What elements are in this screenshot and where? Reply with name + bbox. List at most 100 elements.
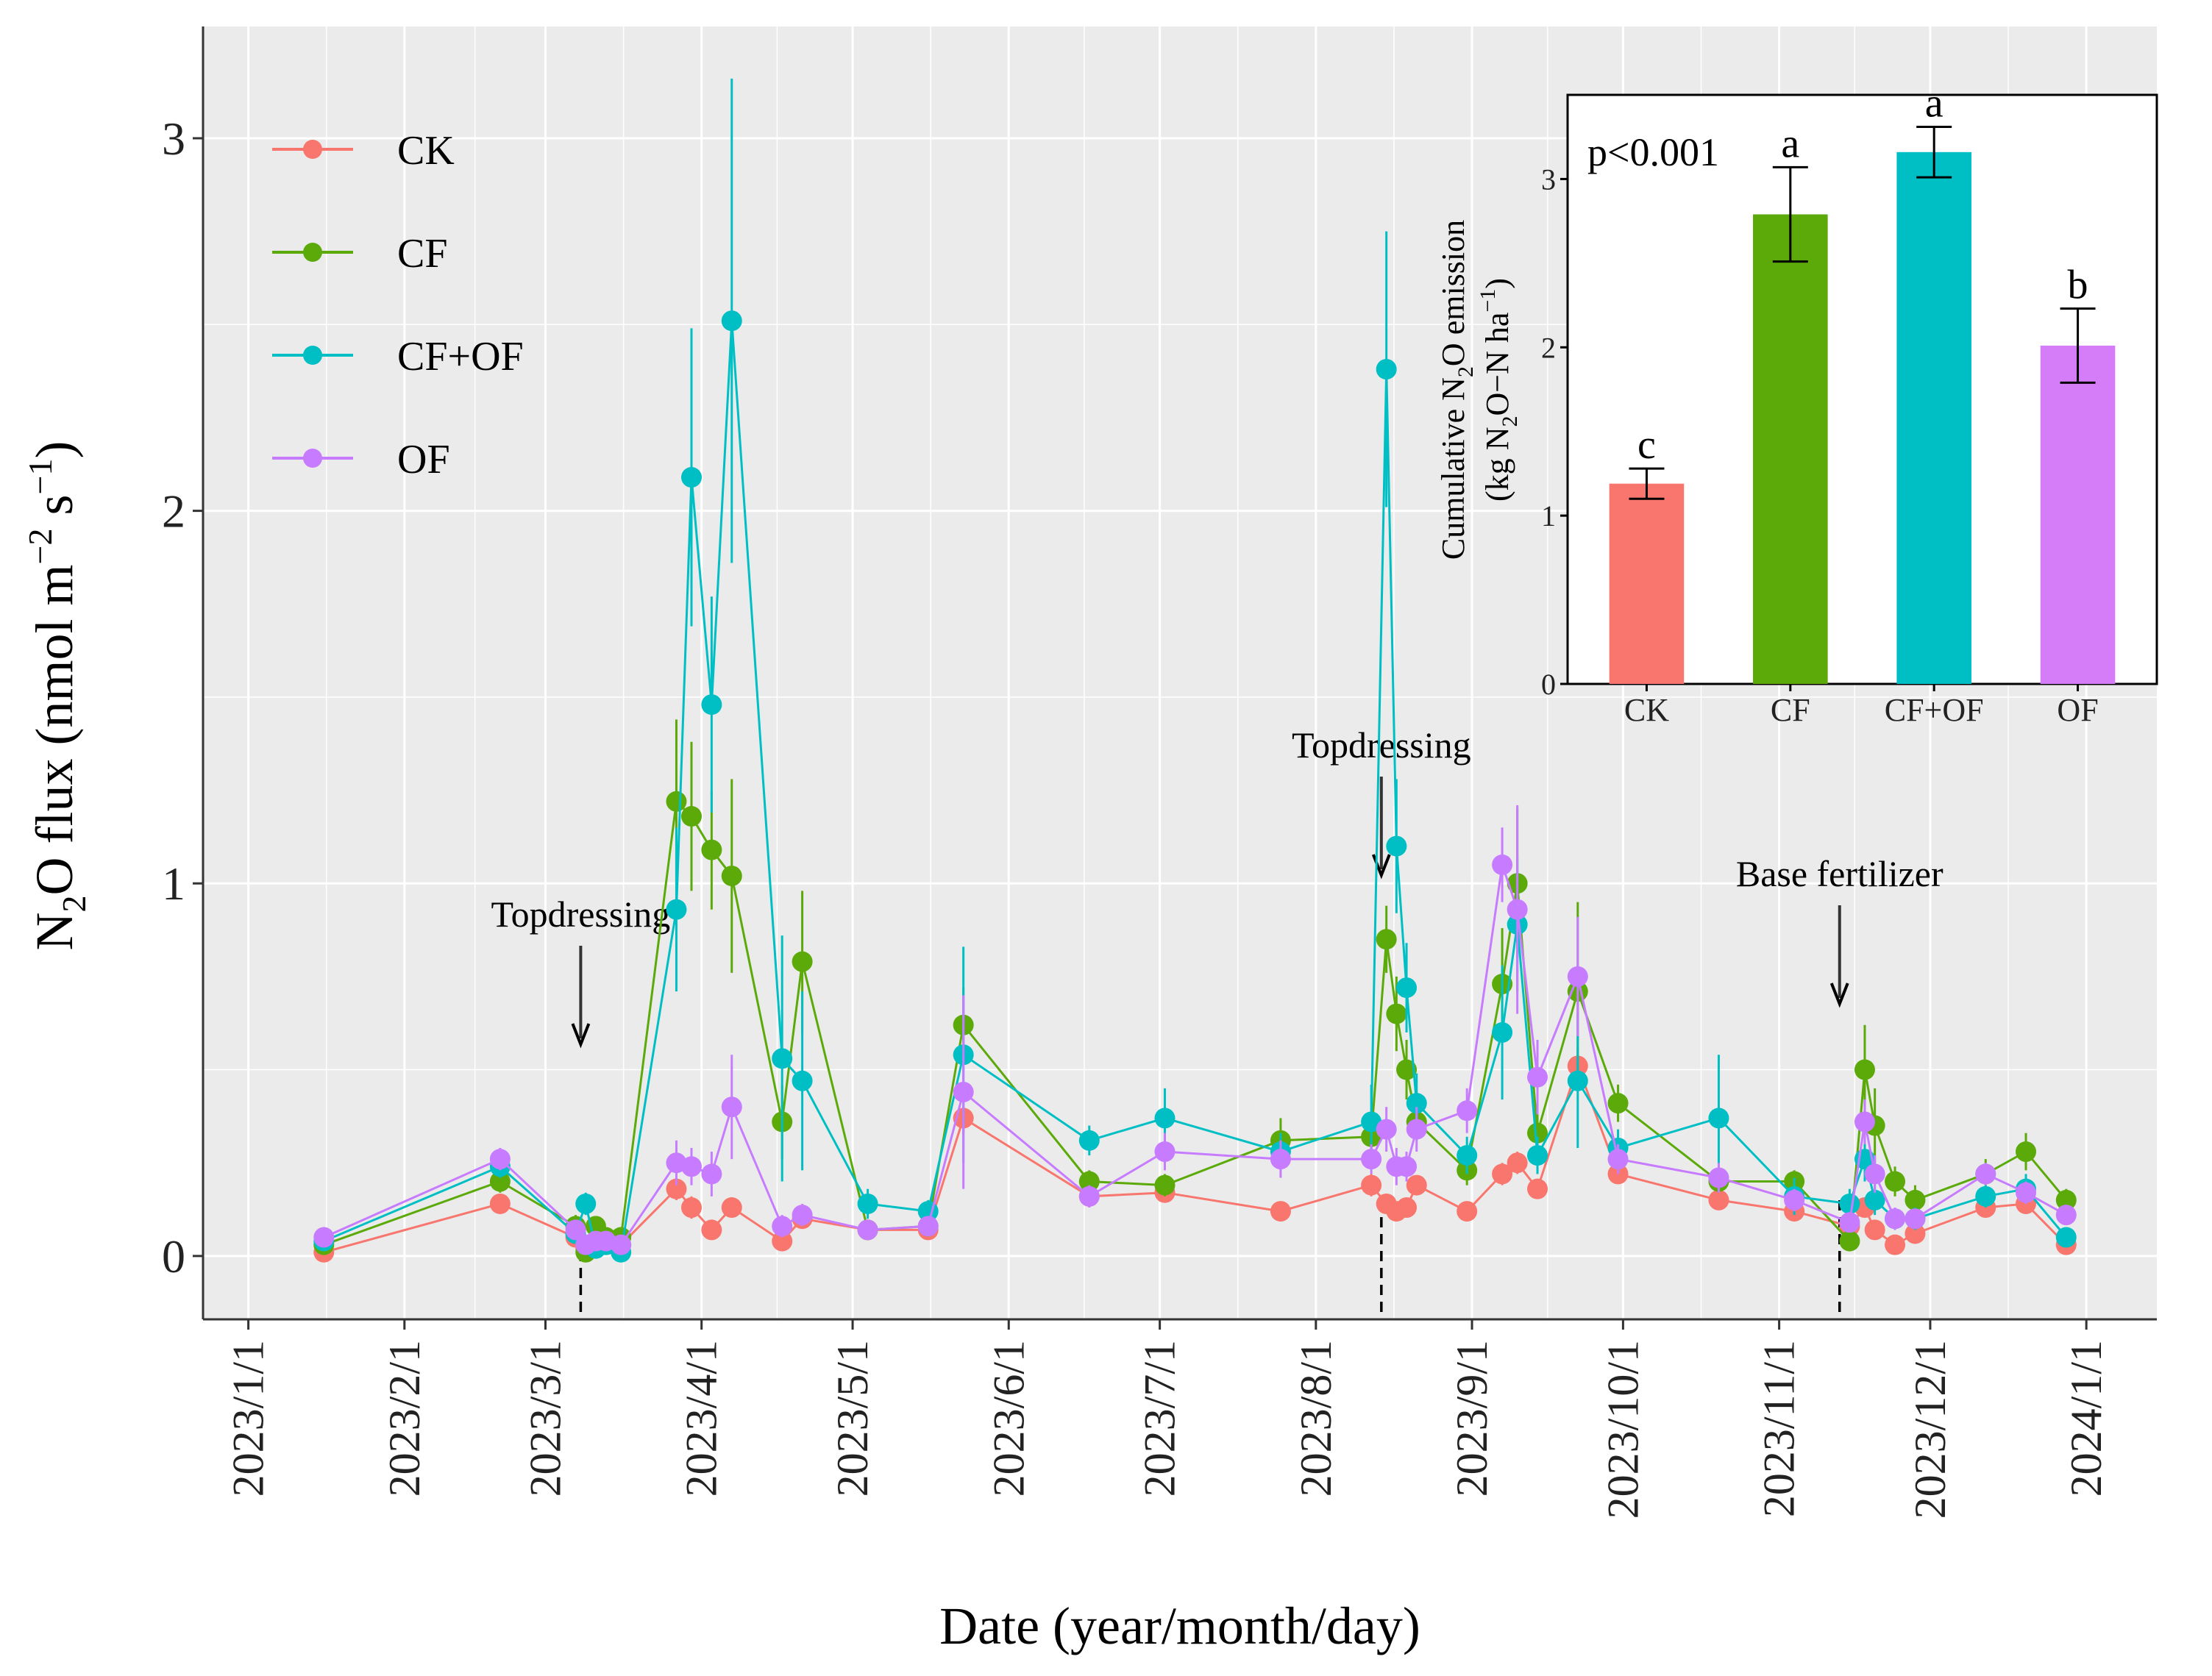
y-tick-label: 3	[162, 113, 185, 165]
data-point	[1492, 854, 1513, 875]
inset-bar-layer: c a a b	[1609, 80, 2116, 685]
inset-y-tick-label: 0	[1541, 668, 1556, 701]
inset-bar-CK: c	[1609, 422, 1685, 684]
data-point	[1396, 1059, 1418, 1080]
x-tick-label: 2023/2/1	[380, 1340, 429, 1497]
legend-label: CF	[397, 231, 448, 277]
x-tick-label: 2023/7/1	[1136, 1340, 1184, 1497]
legend-item-CF+OF: CF+OF	[272, 334, 524, 379]
annotation-label: Topdressing	[1292, 724, 1471, 766]
data-point	[1905, 1189, 1926, 1210]
data-point	[1839, 1212, 1860, 1233]
data-point	[1270, 1149, 1291, 1170]
annotation-0: Topdressing	[491, 894, 671, 1319]
legend-marker	[303, 449, 322, 468]
data-point	[1607, 1093, 1629, 1114]
data-point	[1154, 1108, 1176, 1129]
series-OF	[313, 805, 2077, 1255]
data-point	[666, 899, 687, 920]
data-point	[1376, 929, 1397, 950]
data-point	[1078, 1185, 1100, 1207]
data-point	[1708, 1189, 1729, 1210]
data-point	[1567, 966, 1588, 987]
bar	[1753, 214, 1828, 684]
data-point	[611, 1234, 632, 1255]
inset-x-tick-label: OF	[2057, 692, 2098, 728]
data-point	[1708, 1108, 1729, 1129]
inset-p-value: p<0.001	[1587, 130, 1719, 174]
inset-y-axis-title-line1: Cumulative N2O emission	[1435, 220, 1478, 560]
data-point	[2055, 1189, 2077, 1210]
data-point	[1975, 1185, 1996, 1207]
data-point	[681, 1156, 702, 1177]
legend-label: OF	[397, 437, 450, 482]
data-point	[721, 1197, 742, 1219]
data-point	[772, 1048, 793, 1069]
data-point	[1376, 1119, 1397, 1140]
data-point	[2016, 1182, 2037, 1203]
data-point	[1154, 1174, 1176, 1196]
data-point	[721, 310, 742, 332]
main-axes: 0 1 2 3 2023/1/1 2023/2/1 2023/3/1 2023/4/1 2023…	[162, 113, 2110, 1519]
x-tick-label: 2023/5/1	[828, 1340, 877, 1497]
data-point	[857, 1219, 878, 1241]
data-point	[1507, 899, 1528, 920]
legend-marker	[303, 243, 322, 262]
y-tick-label: 1	[162, 857, 185, 910]
data-point	[1567, 1070, 1588, 1091]
data-point	[1864, 1219, 1885, 1241]
data-point	[2055, 1205, 2077, 1226]
data-point	[1361, 1174, 1382, 1196]
data-point	[1078, 1171, 1100, 1192]
data-point	[565, 1219, 586, 1241]
data-point	[1864, 1163, 1885, 1185]
x-tick-label: 2023/12/1	[1906, 1340, 1955, 1519]
x-tick-label: 2023/10/1	[1598, 1340, 1647, 1519]
inset-bar-CF+OF: a	[1896, 80, 1971, 685]
inset-bar-OF: b	[2040, 263, 2116, 684]
significance-letter: a	[1781, 121, 1799, 166]
legend-item-CK: CK	[272, 128, 455, 174]
x-tick-label: 2024/1/1	[2062, 1340, 2110, 1497]
main-x-axis-title: Date (year/month/day)	[939, 1597, 1420, 1655]
data-point	[792, 1205, 813, 1226]
data-point	[1839, 1193, 1860, 1214]
x-tick-label: 2023/9/1	[1448, 1340, 1496, 1497]
main-y-axis-title: N2O flux (nmol m−2 s−1)	[21, 441, 93, 951]
data-point	[1406, 1119, 1427, 1140]
data-point	[772, 1216, 793, 1237]
data-point	[681, 806, 702, 827]
annotation-label: Topdressing	[491, 894, 671, 935]
data-point	[1270, 1201, 1291, 1222]
inset-x-tick-label: CF+OF	[1885, 692, 1984, 728]
bar	[1609, 483, 1685, 684]
data-point	[1527, 1122, 1548, 1144]
inset-y-axis-title-line2: (kg N2O−N ha−1)	[1476, 278, 1522, 502]
data-point	[701, 1163, 722, 1185]
data-point	[792, 951, 813, 972]
data-point	[1507, 1152, 1528, 1174]
data-point	[666, 1178, 687, 1199]
inset-bar-CF: a	[1753, 121, 1828, 684]
data-point	[1457, 1100, 1478, 1122]
data-point	[1078, 1130, 1100, 1151]
data-point	[1492, 1021, 1513, 1043]
annotation-arrow-head	[1829, 983, 1849, 1008]
data-point	[1839, 1230, 1860, 1252]
data-point	[1527, 1145, 1548, 1166]
main-legend: CK CF CF+OF OF	[272, 128, 524, 482]
annotation-arrow-head	[571, 1023, 591, 1049]
data-point	[1708, 1167, 1729, 1188]
data-point	[1607, 1149, 1629, 1170]
data-point	[575, 1193, 597, 1214]
annotation-label: Base fertilizer	[1736, 853, 1943, 894]
x-tick-label: 2023/4/1	[678, 1340, 726, 1497]
data-point	[917, 1216, 939, 1237]
data-point	[1905, 1223, 1926, 1244]
legend-label: CK	[397, 128, 455, 174]
data-point	[701, 1219, 722, 1241]
data-point	[1885, 1208, 1906, 1230]
y-tick-label: 0	[162, 1230, 185, 1283]
